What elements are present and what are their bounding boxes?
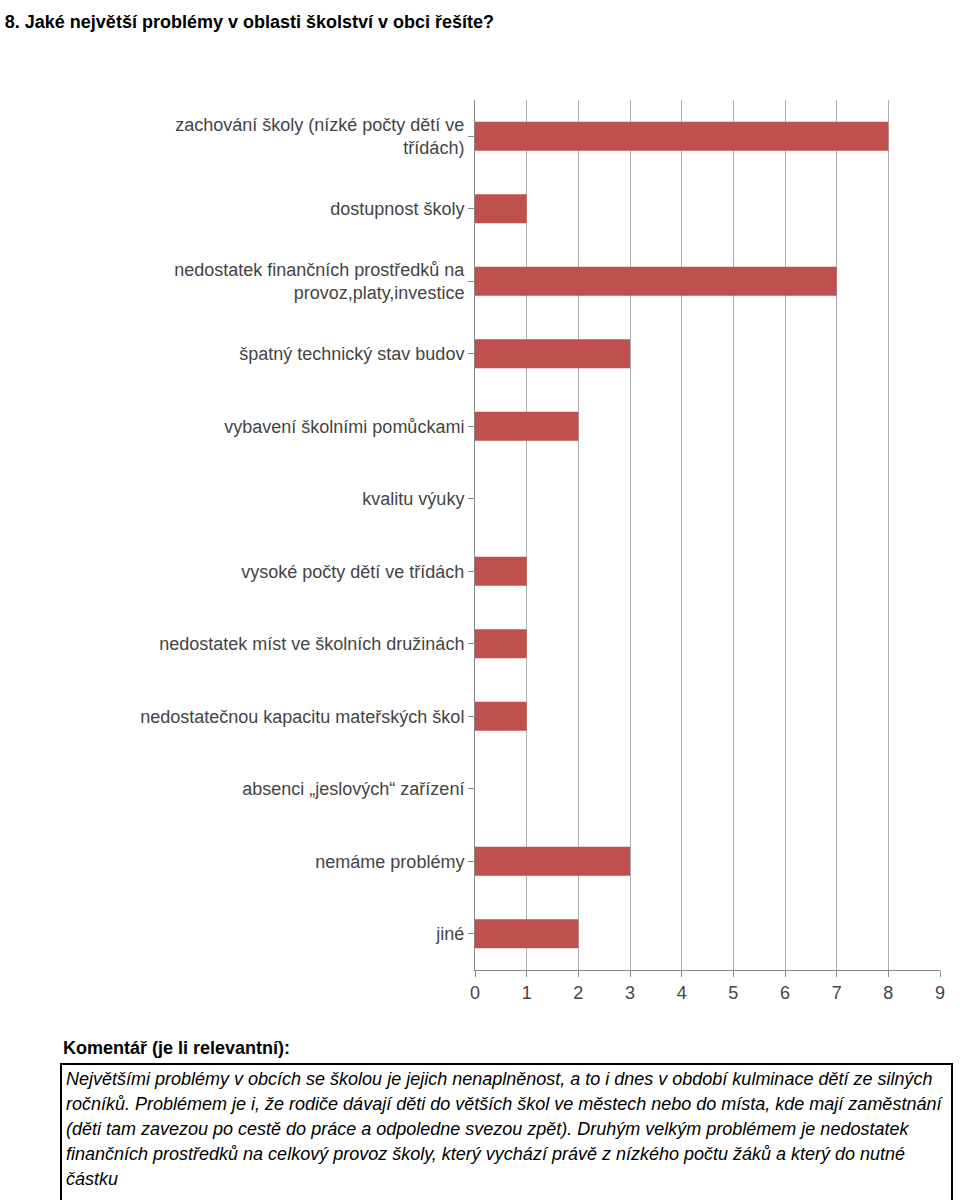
svg-text:zachování školy (nízké počty d: zachování školy (nízké počty dětí vetříd… (175, 115, 464, 158)
svg-text:nedostatek míst ve školních dr: nedostatek míst ve školních družinách (159, 634, 464, 654)
svg-text:jiné: jiné (435, 924, 464, 944)
svg-text:vybavení školními pomůckami: vybavení školními pomůckami (224, 417, 464, 437)
html-text:Komentář (je li relevantní):: Komentář (je li relevantní): (63, 1038, 291, 1058)
svg-text:2: 2 (573, 983, 583, 1003)
svg-text:6: 6 (780, 983, 790, 1003)
svg-text:5: 5 (728, 983, 738, 1003)
svg-text:8: 8 (883, 983, 893, 1003)
svg-text:0: 0 (470, 983, 480, 1003)
svg-text:8. Jaké největší problémy v ob: 8. Jaké největší problémy v oblasti škol… (5, 12, 494, 32)
svg-text:4: 4 (677, 983, 687, 1003)
svg-text:kvalitu výuky: kvalitu výuky (362, 489, 464, 509)
svg-text:nedostatečnou kapacitu mateřsk: nedostatečnou kapacitu mateřských škol (140, 707, 464, 727)
svg-text:špatný technický stav budov: špatný technický stav budov (239, 344, 464, 364)
svg-text:nemáme problémy: nemáme problémy (315, 852, 464, 872)
svg-text:7: 7 (832, 983, 842, 1003)
svg-text:vysoké počty dětí ve třídách: vysoké počty dětí ve třídách (241, 562, 464, 582)
svg-text:3: 3 (625, 983, 635, 1003)
svg-text:nedostatek finančních prostřed: nedostatek finančních prostředků naprovo… (174, 260, 465, 303)
svg-text:9: 9 (935, 983, 945, 1003)
svg-text:1: 1 (522, 983, 532, 1003)
svg-text:absenci „jeslových“ zařízení: absenci „jeslových“ zařízení (242, 779, 464, 799)
svg-text:dostupnost školy: dostupnost školy (330, 199, 464, 219)
html-text:Největšími problémy v obcích s: Největšími problémy v obcích se školou j… (66, 1069, 942, 1189)
